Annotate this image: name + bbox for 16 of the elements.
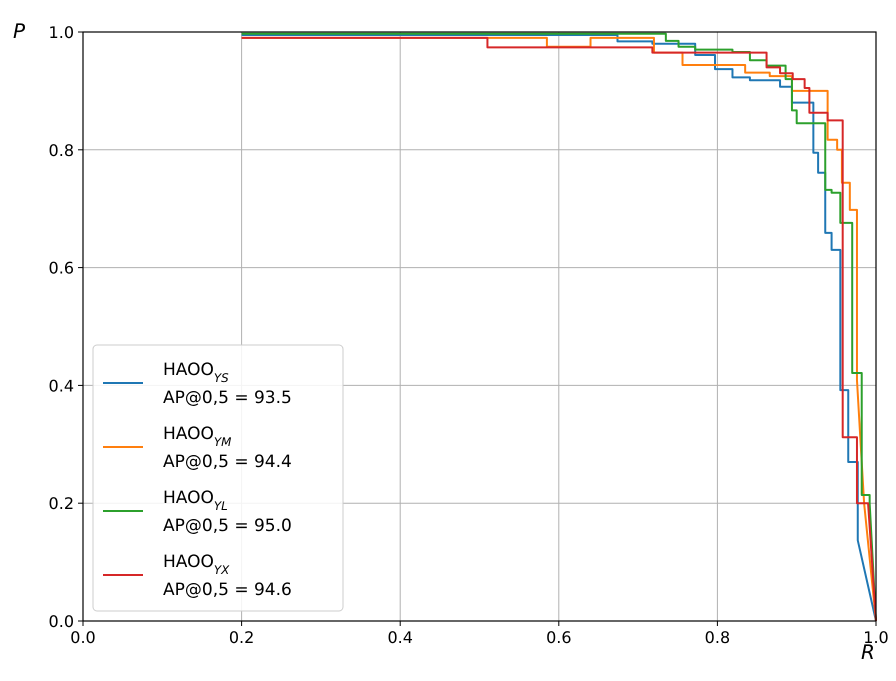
y-tick-label: 0.6 bbox=[48, 258, 74, 278]
x-tick-label: 0.2 bbox=[228, 628, 254, 647]
x-tick-label: 0.0 bbox=[70, 628, 96, 647]
legend-label: HAOO$_{YX}$ AP@0,5 = 94.6 bbox=[163, 552, 292, 600]
y-axis-title: P bbox=[12, 19, 26, 43]
x-tick-label: 0.8 bbox=[704, 628, 730, 647]
legend-label: HAOO$_{YL}$ AP@0,5 = 95.0 bbox=[163, 488, 292, 536]
legend-label: HAOO$_{YS}$ AP@0,5 = 93.5 bbox=[163, 360, 292, 408]
x-tick-label: 0.4 bbox=[387, 628, 413, 647]
y-tick-label: 0.4 bbox=[48, 376, 74, 396]
x-tick-label: 0.6 bbox=[546, 628, 572, 647]
y-tick-label: 0.8 bbox=[48, 140, 74, 160]
y-tick-label: 0.0 bbox=[48, 612, 74, 631]
y-tick-label: 0.2 bbox=[48, 494, 74, 514]
y-tick-label: 1.0 bbox=[48, 23, 74, 42]
legend-label: HAOO$_{YM}$ AP@0,5 = 94.4 bbox=[163, 424, 292, 472]
